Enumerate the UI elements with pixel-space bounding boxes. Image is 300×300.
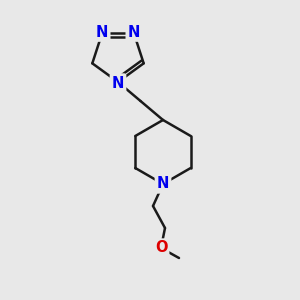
Text: N: N bbox=[112, 76, 124, 91]
Text: N: N bbox=[128, 25, 140, 40]
Text: O: O bbox=[155, 241, 167, 256]
Text: N: N bbox=[157, 176, 169, 191]
Text: N: N bbox=[96, 25, 108, 40]
